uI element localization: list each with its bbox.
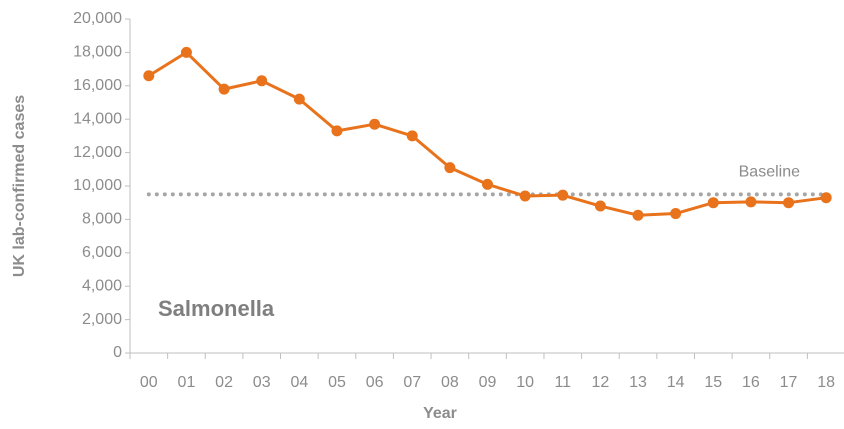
series-line bbox=[148, 50, 827, 217]
point bbox=[143, 70, 155, 82]
point bbox=[632, 209, 644, 221]
x-tick-label: 06 bbox=[366, 374, 384, 391]
point bbox=[557, 189, 569, 201]
x-tick-label: 00 bbox=[140, 374, 158, 391]
x-tick-label: 16 bbox=[742, 374, 760, 391]
y-tick-label: 14,000 bbox=[73, 110, 122, 127]
y-tick-label: 16,000 bbox=[73, 77, 122, 94]
point bbox=[369, 118, 381, 130]
point bbox=[783, 197, 795, 209]
x-tick-label: 02 bbox=[215, 374, 233, 391]
y-tick-label: 4,000 bbox=[82, 277, 122, 294]
point bbox=[180, 46, 192, 58]
x-tick-label: 04 bbox=[290, 374, 308, 391]
x-tick-label: 07 bbox=[403, 374, 421, 391]
point bbox=[594, 200, 606, 212]
x-tick-label: 11 bbox=[554, 374, 571, 391]
baseline-label: Baseline bbox=[739, 164, 800, 181]
y-tick-label: 2,000 bbox=[82, 311, 122, 328]
point bbox=[218, 83, 230, 95]
point bbox=[256, 75, 268, 87]
y-tick-label: 6,000 bbox=[82, 244, 122, 261]
point bbox=[820, 192, 832, 204]
y-tick-label: 0 bbox=[113, 344, 122, 361]
x-tick-label: 01 bbox=[178, 374, 196, 391]
y-tick-label: 12,000 bbox=[73, 144, 122, 161]
x-tick-label: 18 bbox=[817, 374, 835, 391]
point bbox=[482, 178, 493, 190]
point bbox=[670, 208, 682, 220]
x-tick-label: 13 bbox=[629, 374, 647, 391]
x-tick-label: 09 bbox=[479, 374, 497, 391]
point bbox=[293, 93, 305, 105]
point bbox=[406, 130, 418, 142]
x-tick-label: 08 bbox=[441, 374, 459, 391]
y-tick-label: 20,000 bbox=[73, 10, 122, 27]
x-tick-label: 17 bbox=[780, 374, 798, 391]
x-tick-label: 14 bbox=[667, 374, 685, 391]
point bbox=[331, 125, 343, 137]
x-tick-label: 03 bbox=[253, 374, 271, 391]
y-tick-label: 10,000 bbox=[73, 177, 122, 194]
x-tick-label: 05 bbox=[328, 374, 346, 391]
y-tick-label: 18,000 bbox=[73, 44, 122, 61]
x-tick-label: 12 bbox=[591, 374, 609, 391]
point bbox=[745, 196, 757, 208]
y-axis-label: UK lab-confirmed cases bbox=[11, 95, 28, 277]
point bbox=[707, 197, 719, 209]
y-tick-label: 8,000 bbox=[82, 211, 122, 228]
annotation: Salmonella bbox=[158, 296, 275, 321]
point bbox=[519, 190, 531, 202]
x-axis-label: Year bbox=[423, 405, 457, 422]
x-tick-label: 15 bbox=[704, 374, 722, 391]
point bbox=[444, 162, 456, 174]
x-tick-label: 10 bbox=[516, 374, 534, 391]
